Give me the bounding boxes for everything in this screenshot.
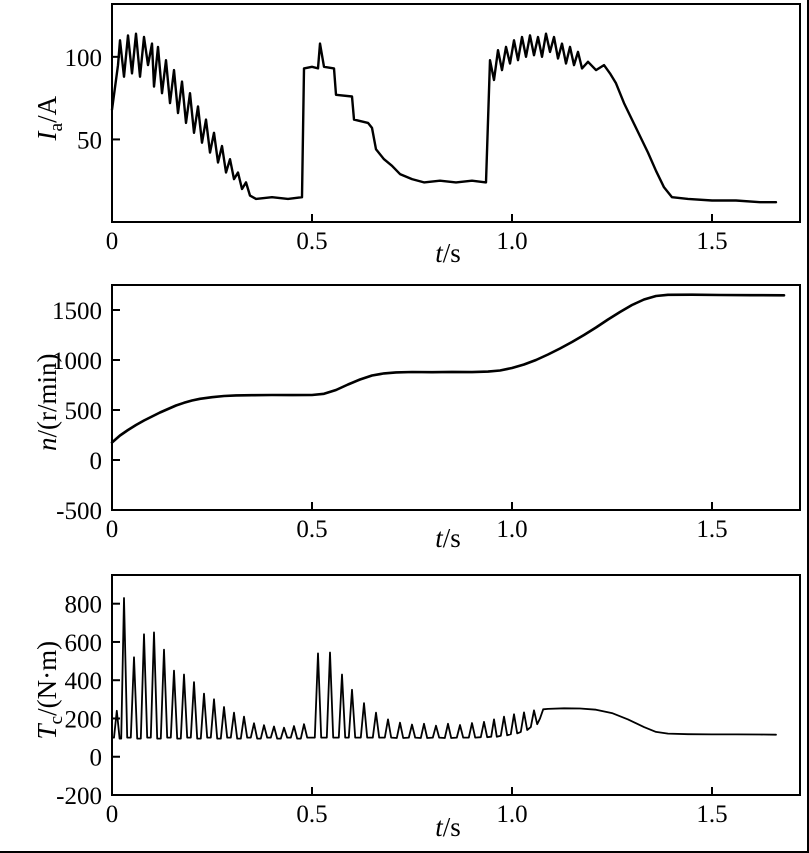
y-axis-label-torque-subscript: c: [46, 715, 68, 725]
svg-text:200: 200: [65, 706, 103, 733]
x-axis-label-torque-symbol: t: [435, 812, 443, 842]
y-axis-label-current-unit: /A: [31, 95, 62, 123]
svg-text:1.5: 1.5: [696, 516, 727, 543]
x-axis-label-current-symbol: t: [435, 238, 443, 268]
svg-text:600: 600: [65, 630, 103, 657]
svg-text:50: 50: [77, 127, 102, 154]
armature-current-chart: 50 100 0 0.5 1.0 1.5: [65, 3, 801, 255]
y-axis-label-current-symbol: I: [31, 131, 62, 141]
svg-text:100: 100: [65, 45, 103, 72]
y-axis-label-speed-unit: /(r/min): [31, 353, 62, 438]
x-axis-label-torque-unit: /s: [442, 812, 461, 842]
svg-text:1.0: 1.0: [496, 228, 527, 255]
svg-text:0.5: 0.5: [296, 228, 327, 255]
x-axis-label-speed-symbol: t: [435, 523, 443, 553]
svg-text:0: 0: [106, 228, 119, 255]
y-axis-label-speed-symbol: n: [31, 437, 62, 451]
svg-text:1.0: 1.0: [496, 801, 527, 828]
y-axis-label-torque-unit: /(N·m): [31, 640, 62, 716]
svg-text:-500: -500: [56, 498, 102, 525]
y-axis-label-current: Ia/A: [31, 0, 73, 238]
svg-text:-200: -200: [56, 783, 102, 810]
svg-text:1.0: 1.0: [496, 516, 527, 543]
svg-text:1500: 1500: [52, 298, 102, 325]
svg-text:500: 500: [65, 398, 103, 425]
y-axis-label-current-subscript: a: [46, 122, 68, 132]
svg-text:1.5: 1.5: [696, 228, 727, 255]
x-axis-label-current: t/s: [378, 238, 518, 268]
x-axis-label-torque: t/s: [378, 812, 518, 842]
y-axis-label-torque-symbol: T: [31, 724, 62, 740]
svg-text:400: 400: [65, 668, 103, 695]
svg-text:1000: 1000: [52, 348, 102, 375]
x-axis-label-speed: t/s: [378, 523, 518, 553]
x-axis-label-speed-unit: /s: [442, 523, 461, 553]
svg-text:800: 800: [65, 592, 103, 619]
y-axis-label-speed: n/(r/min): [31, 282, 73, 522]
svg-text:0: 0: [90, 448, 103, 475]
svg-text:0.5: 0.5: [296, 801, 327, 828]
svg-text:1.5: 1.5: [696, 801, 727, 828]
svg-text:0.5: 0.5: [296, 516, 327, 543]
svg-text:0: 0: [106, 801, 119, 828]
x-axis-label-current-unit: /s: [442, 238, 461, 268]
svg-text:0: 0: [106, 516, 119, 543]
svg-text:0: 0: [90, 745, 103, 772]
y-axis-label-torque: Tc/(N·m): [31, 570, 73, 810]
